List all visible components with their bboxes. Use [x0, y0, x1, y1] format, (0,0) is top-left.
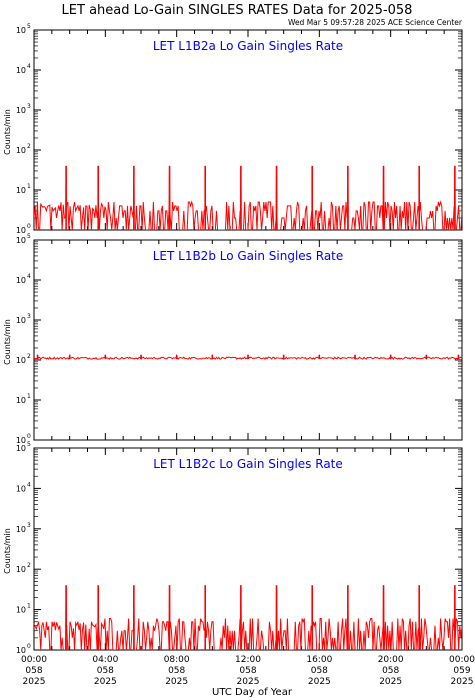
x-tick-doy: 058 [25, 666, 42, 676]
y-tick-exponent: 5 [27, 23, 31, 30]
y-tick-label: 10 [16, 146, 26, 155]
y-tick-exponent: 4 [27, 481, 31, 488]
y-tick-exponent: 3 [27, 103, 31, 110]
y-tick-exponent: 2 [27, 143, 31, 150]
y-tick-exponent: 0 [27, 433, 31, 440]
y-tick-exponent: 2 [27, 353, 31, 360]
y-tick-label: 10 [16, 356, 26, 365]
x-tick-doy: 059 [453, 666, 470, 676]
y-tick-exponent: 4 [27, 63, 31, 70]
y-tick-label: 10 [16, 646, 26, 655]
y-tick-label: 10 [16, 444, 26, 453]
y-axis-label: Counts/min [3, 319, 12, 365]
x-tick-year: 2025 [379, 677, 402, 687]
y-tick-label: 10 [16, 606, 26, 615]
y-tick-exponent: 3 [27, 522, 31, 529]
y-tick-exponent: 2 [27, 562, 31, 569]
y-tick-label: 10 [16, 186, 26, 195]
x-tick-doy: 058 [97, 666, 114, 676]
x-tick-time: 08:00 [164, 655, 190, 665]
x-tick-time: 12:00 [235, 655, 261, 665]
y-tick-exponent: 0 [27, 223, 31, 230]
x-tick-time: 16:00 [306, 655, 332, 665]
y-axis-label: Counts/min [3, 528, 12, 574]
y-tick-label: 10 [16, 396, 26, 405]
x-tick-year: 2025 [94, 677, 117, 687]
x-tick-doy: 058 [311, 666, 328, 676]
series-line [34, 585, 462, 650]
x-tick-year: 2025 [165, 677, 188, 687]
x-axis-labels: 00:00058202504:00058202508:00058202512:0… [21, 655, 475, 687]
x-tick-time: 00:00 [21, 655, 47, 665]
y-tick-exponent: 1 [27, 183, 31, 190]
y-tick-exponent: 0 [27, 643, 31, 650]
y-axis-label: Counts/min [3, 109, 12, 155]
figure-title: LET ahead Lo-Gain SINGLES RATES Data for… [62, 3, 413, 18]
y-tick-exponent: 5 [27, 441, 31, 448]
x-tick-time: 00:00 [449, 655, 475, 665]
y-tick-label: 10 [16, 276, 26, 285]
x-axis-title: UTC Day of Year [212, 687, 293, 698]
y-tick-label: 10 [16, 236, 26, 245]
panel-title: LET L1B2c Lo Gain Singles Rate [153, 457, 343, 471]
y-tick-label: 10 [16, 565, 26, 574]
x-tick-doy: 058 [239, 666, 256, 676]
y-tick-exponent: 4 [27, 273, 31, 280]
panel-title: LET L1B2b Lo Gain Singles Rate [153, 249, 344, 263]
y-tick-label: 10 [16, 66, 26, 75]
y-tick-label: 10 [16, 26, 26, 35]
x-tick-year: 2025 [237, 677, 260, 687]
y-tick-label: 10 [16, 226, 26, 235]
y-tick-exponent: 1 [27, 393, 31, 400]
y-tick-label: 10 [16, 525, 26, 534]
x-tick-year: 2025 [23, 677, 46, 687]
plot-frame [33, 239, 463, 441]
generation-timestamp: Wed Mar 5 09:57:28 2025 ACE Science Cent… [288, 18, 463, 27]
y-tick-label: 10 [16, 436, 26, 445]
y-tick-exponent: 1 [27, 603, 31, 610]
y-tick-exponent: 3 [27, 313, 31, 320]
series-line [34, 165, 462, 230]
panel-title: LET L1B2a Lo Gain Singles Rate [153, 39, 343, 53]
y-tick-exponent: 5 [27, 233, 31, 240]
x-tick-doy: 058 [382, 666, 399, 676]
y-tick-label: 10 [16, 316, 26, 325]
x-tick-year: 2025 [308, 677, 331, 687]
x-tick-time: 20:00 [378, 655, 404, 665]
x-tick-doy: 058 [168, 666, 185, 676]
x-tick-time: 04:00 [92, 655, 118, 665]
x-tick-year: 2025 [451, 677, 474, 687]
y-tick-label: 10 [16, 106, 26, 115]
y-tick-label: 10 [16, 484, 26, 493]
